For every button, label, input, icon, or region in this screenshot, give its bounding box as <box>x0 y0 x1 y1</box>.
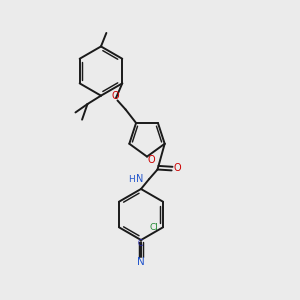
Text: O: O <box>112 91 119 101</box>
Text: C: C <box>138 239 143 248</box>
Text: O: O <box>174 163 182 173</box>
Text: N: N <box>137 256 145 267</box>
Text: O: O <box>148 154 155 165</box>
Text: H: H <box>128 175 135 184</box>
Text: Cl: Cl <box>150 223 158 232</box>
Text: N: N <box>136 173 143 184</box>
